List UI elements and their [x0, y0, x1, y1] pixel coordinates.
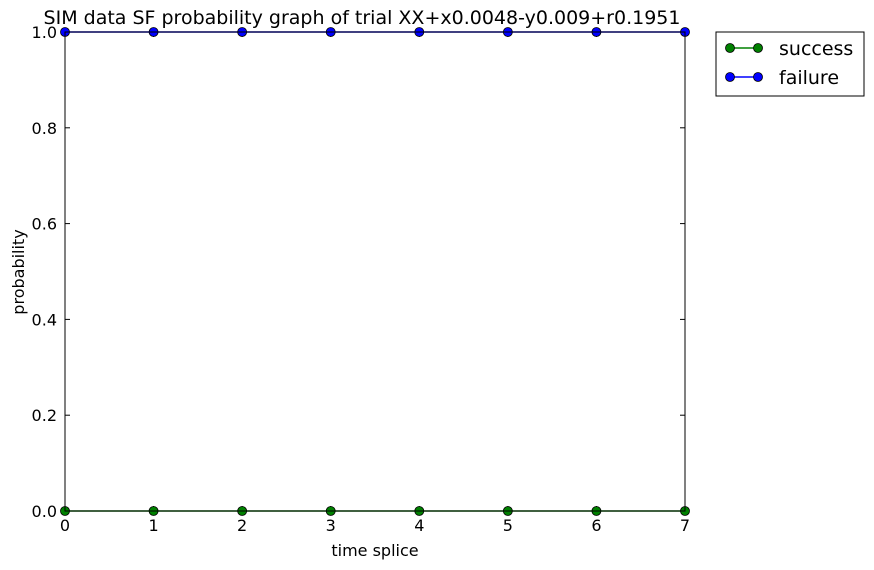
y-tick-label: 0.2: [32, 406, 57, 425]
x-tick-label: 3: [326, 516, 336, 535]
y-tick-label: 0.8: [32, 119, 57, 138]
x-tick-label: 0: [60, 516, 70, 535]
legend: success failure: [715, 31, 865, 97]
y-tick-label: 1.0: [32, 23, 57, 42]
x-tick-label: 5: [503, 516, 513, 535]
legend-label: failure: [779, 67, 839, 89]
x-tick-label: 4: [414, 516, 424, 535]
series-layer: [60, 27, 690, 516]
legend-marker: [725, 72, 735, 82]
x-tick-label: 1: [148, 516, 158, 535]
y-axis-label: probability: [9, 229, 28, 314]
y-tick-label: 0.0: [32, 502, 57, 521]
x-axis-label: time splice: [331, 541, 418, 560]
legend-marker: [753, 72, 763, 82]
y-tick-label: 0.6: [32, 215, 57, 234]
axis-ticks: 0 1 2 3 4 5 6 7 0.0 0.2 0.4 0.6 0.8 1.0: [32, 23, 691, 535]
y-tick-label: 0.4: [32, 310, 57, 329]
plot-frame: [64, 31, 686, 512]
legend-item-failure: failure: [725, 67, 839, 89]
legend-marker: [753, 43, 763, 53]
chart-title: SIM data SF probability graph of trial X…: [44, 7, 681, 29]
legend-box: [715, 31, 865, 97]
legend-label: success: [779, 38, 853, 60]
x-tick-label: 2: [237, 516, 247, 535]
legend-item-success: success: [725, 38, 853, 60]
legend-marker: [725, 43, 735, 53]
x-tick-label: 6: [591, 516, 601, 535]
x-tick-label: 7: [680, 516, 690, 535]
